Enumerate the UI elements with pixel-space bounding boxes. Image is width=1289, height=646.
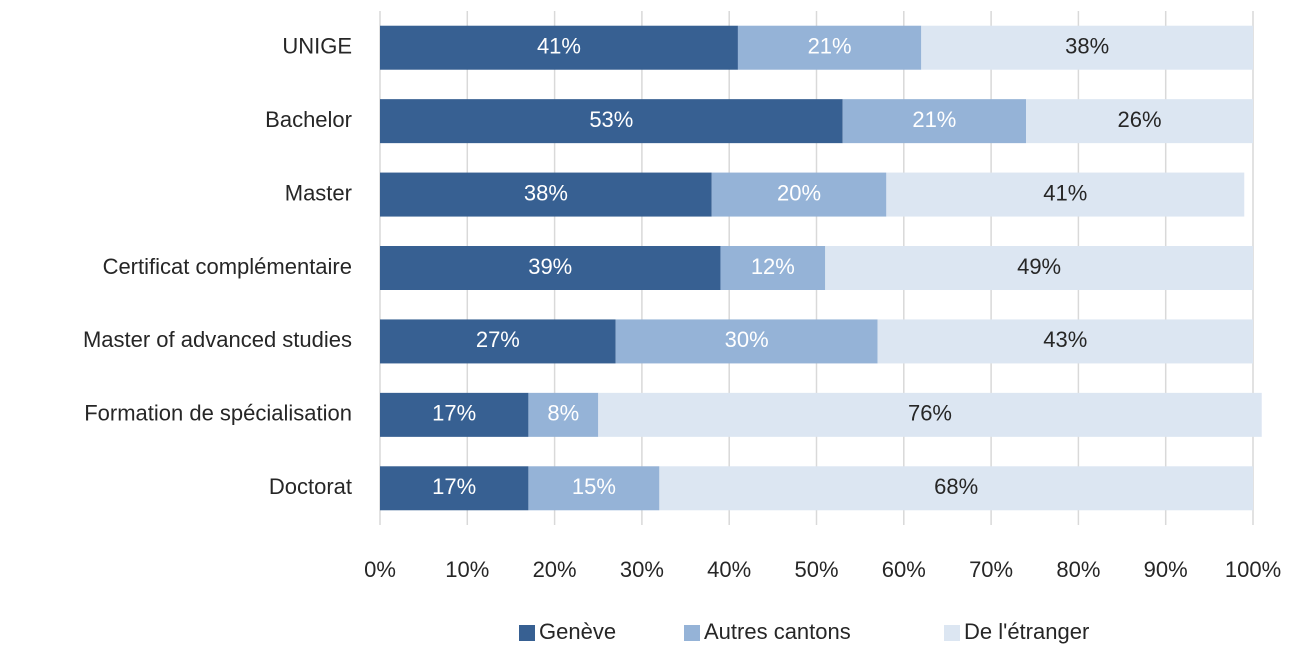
bar-segment bbox=[380, 172, 712, 217]
bar-value-label: 39% bbox=[528, 254, 572, 279]
bar-value-label: 17% bbox=[432, 401, 476, 426]
x-tick-label: 0% bbox=[364, 557, 396, 582]
x-tick-label: 30% bbox=[620, 557, 664, 582]
bar-segment bbox=[886, 172, 1245, 217]
bar-value-label: 49% bbox=[1017, 254, 1061, 279]
y-tick-label: Master bbox=[285, 180, 352, 205]
bar-value-label: 26% bbox=[1117, 107, 1161, 132]
y-tick-label: Bachelor bbox=[265, 107, 352, 132]
bar-value-label: 68% bbox=[934, 474, 978, 499]
bar-segment bbox=[380, 99, 843, 144]
bar-segment bbox=[825, 246, 1253, 290]
bar-segment bbox=[380, 319, 616, 364]
legend-swatch bbox=[944, 625, 960, 641]
bar-value-label: 53% bbox=[589, 107, 633, 132]
bar-segment bbox=[598, 392, 1262, 437]
bar-value-label: 17% bbox=[432, 474, 476, 499]
bar-value-label: 12% bbox=[751, 254, 795, 279]
x-tick-label: 50% bbox=[794, 557, 838, 582]
bar-segment bbox=[737, 25, 922, 70]
legend-label: Autres cantons bbox=[704, 619, 851, 644]
bar-segment bbox=[380, 392, 529, 437]
y-tick-label: Master of advanced studies bbox=[83, 327, 352, 352]
bar-segment bbox=[380, 466, 529, 511]
x-tick-label: 90% bbox=[1144, 557, 1188, 582]
x-tick-label: 40% bbox=[707, 557, 751, 582]
y-tick-label: Formation de spécialisation bbox=[84, 401, 352, 426]
bar-value-label: 76% bbox=[908, 401, 952, 426]
bar-value-label: 21% bbox=[808, 34, 852, 59]
bar-value-label: 15% bbox=[572, 474, 616, 499]
x-tick-label: 20% bbox=[533, 557, 577, 582]
legend-swatch bbox=[519, 625, 535, 641]
bar-value-label: 43% bbox=[1043, 327, 1087, 352]
bar-value-label: 38% bbox=[1065, 34, 1109, 59]
bar-segment bbox=[659, 466, 1253, 511]
bar-value-label: 38% bbox=[524, 180, 568, 205]
x-tick-label: 80% bbox=[1056, 557, 1100, 582]
x-tick-label: 100% bbox=[1225, 557, 1281, 582]
bar-segment bbox=[842, 99, 1027, 144]
bar-value-label: 41% bbox=[537, 34, 581, 59]
bar-value-label: 41% bbox=[1043, 180, 1087, 205]
x-tick-label: 10% bbox=[445, 557, 489, 582]
bar-segment bbox=[528, 392, 599, 437]
bar-value-label: 8% bbox=[547, 401, 579, 426]
bar-segment bbox=[720, 246, 826, 290]
bar-segment bbox=[615, 319, 878, 364]
y-tick-label: Certificat complémentaire bbox=[103, 254, 352, 279]
bar-segment bbox=[877, 319, 1253, 364]
bar-value-label: 20% bbox=[777, 180, 821, 205]
y-tick-label: Doctorat bbox=[269, 474, 352, 499]
bar-segment bbox=[711, 172, 887, 217]
bar-segment bbox=[380, 246, 721, 290]
x-tick-label: 60% bbox=[882, 557, 926, 582]
bar-segment bbox=[528, 466, 660, 511]
bar-value-label: 27% bbox=[476, 327, 520, 352]
bar-value-label: 21% bbox=[912, 107, 956, 132]
legend-label: Genève bbox=[539, 619, 616, 644]
legend-label: De l'étranger bbox=[964, 619, 1089, 644]
bar-segment bbox=[921, 25, 1253, 70]
legend-swatch bbox=[684, 625, 700, 641]
x-tick-label: 70% bbox=[969, 557, 1013, 582]
bar-value-label: 30% bbox=[725, 327, 769, 352]
y-tick-label: UNIGE bbox=[282, 34, 352, 59]
bar-segment bbox=[1026, 99, 1253, 144]
bar-segment bbox=[380, 25, 738, 70]
